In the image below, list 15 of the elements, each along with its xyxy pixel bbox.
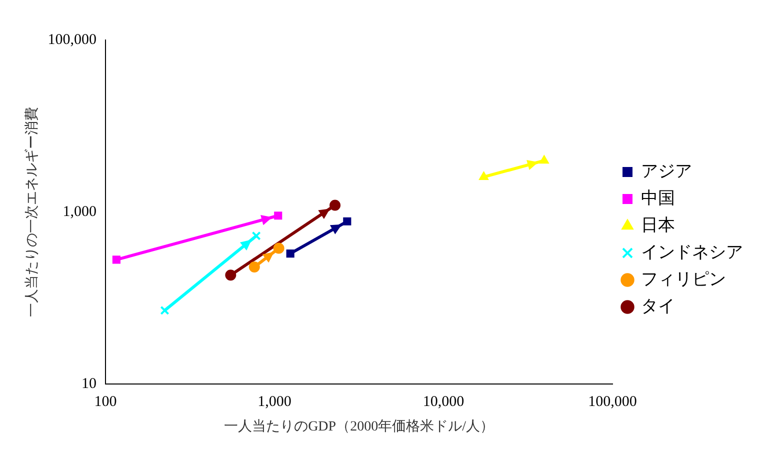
x-tick-label: 100,000 [588,394,637,410]
y-tick-label: 1,000 [62,204,97,220]
y-tick-label: 100,000 [48,32,97,48]
x-tick-label: 10,000 [422,394,464,410]
x-axis-title: 一人当たりのGDP（2000年価格米ドル/人） [224,418,494,434]
legend-label: アジア [641,161,692,182]
legend-label: インドネシア [641,242,743,262]
y-axis-title: 一人当たりの一次エネルギー消費 [24,107,40,318]
legend-label: 中国 [641,188,675,208]
y-tick-label: 10 [82,376,97,392]
x-tick-label: 1,000 [258,394,292,410]
legend-label: タイ [641,296,675,316]
legend-label: フィリピン [641,269,726,290]
x-tick-label: 100 [94,394,117,410]
legend-label: 日本 [641,215,675,236]
